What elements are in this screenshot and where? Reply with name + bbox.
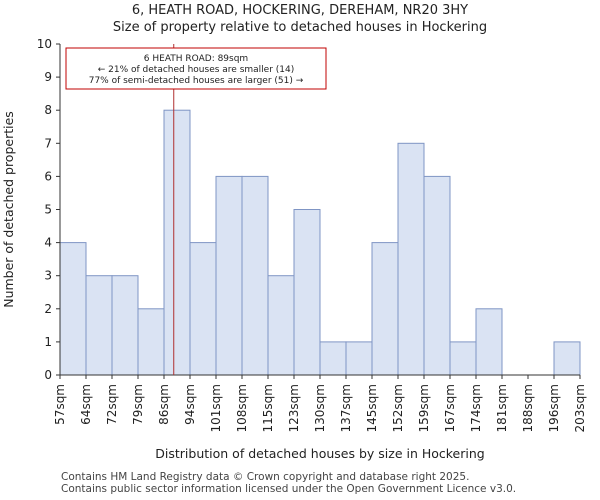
x-tick-label: 130sqm (313, 384, 327, 432)
bar-196sqm (553, 341, 581, 376)
bar-130sqm (319, 341, 347, 376)
y-tick-label: 5 (44, 203, 52, 217)
x-tick-label: 108sqm (235, 384, 249, 432)
bar-123sqm (293, 209, 321, 376)
x-tick-label: 152sqm (391, 384, 405, 432)
bars (59, 109, 581, 376)
y-tick-label: 9 (44, 70, 52, 84)
bar-108sqm (241, 175, 269, 376)
credit-line-2: Contains public sector information licen… (61, 483, 517, 495)
annotation-box: 6 HEATH ROAD: 89sqm ← 21% of detached ho… (65, 47, 327, 90)
y-tick-label: 3 (44, 269, 52, 283)
x-tick-label: 123sqm (287, 384, 301, 432)
y-tick-label: 7 (44, 136, 52, 150)
y-axis: 0 1 2 3 4 5 6 7 8 9 10 (37, 37, 61, 382)
x-axis-label: Distribution of detached houses by size … (155, 446, 484, 461)
bar-101sqm (215, 175, 243, 376)
bar-94sqm (189, 242, 217, 376)
y-tick-label: 6 (44, 169, 52, 183)
x-tick-label: 167sqm (443, 384, 457, 432)
bar-57sqm (59, 242, 87, 376)
x-tick-label: 64sqm (79, 384, 93, 425)
bar-79sqm (137, 308, 165, 376)
x-tick-label: 115sqm (261, 384, 275, 432)
x-tick-label: 86sqm (157, 384, 171, 425)
x-tick-label: 203sqm (573, 384, 587, 432)
x-tick-label: 174sqm (469, 384, 483, 432)
y-tick-label: 8 (44, 103, 52, 117)
bar-174sqm (475, 308, 503, 376)
y-tick-label: 2 (44, 302, 52, 316)
x-tick-label: 137sqm (339, 384, 353, 432)
x-tick-label: 145sqm (365, 384, 379, 432)
y-tick-label: 0 (44, 368, 52, 382)
x-tick-label: 181sqm (495, 384, 509, 432)
x-tick-label: 101sqm (209, 384, 223, 432)
x-tick-label: 159sqm (417, 384, 431, 432)
bar-145sqm (371, 242, 399, 376)
bar-72sqm (111, 275, 139, 376)
y-axis-label: Number of detached properties (1, 111, 16, 308)
x-axis: 57sqm 64sqm 72sqm 79sqm 86sqm 94sqm 101sqm 108s… (53, 374, 587, 432)
x-tick-label: 188sqm (521, 384, 535, 432)
x-tick-label: 57sqm (53, 384, 67, 425)
bar-chart: 0 1 2 3 4 5 6 7 8 9 10 57sqm 64sqm 72sqm 79sqm 86sqm 94… (1, 37, 587, 461)
x-tick-label: 196sqm (547, 384, 561, 432)
chart-subtitle: Size of property relative to detached ho… (112, 20, 488, 35)
credit-line-1: Contains HM Land Registry data © Crown c… (61, 471, 470, 483)
x-tick-label: 72sqm (105, 384, 119, 425)
annotation-border (65, 47, 327, 90)
bar-86sqm (163, 109, 191, 376)
bar-115sqm (267, 275, 295, 376)
bar-167sqm (449, 341, 477, 376)
bar-152sqm (397, 142, 425, 376)
annotation-line-1: 6 HEATH ROAD: 89sqm (144, 54, 248, 64)
y-tick-label: 4 (44, 236, 52, 250)
bar-159sqm (423, 175, 451, 376)
annotation-line-3: 77% of semi-detached houses are larger (… (89, 76, 304, 86)
bar-137sqm (345, 341, 373, 376)
annotation-line-2: ← 21% of detached houses are smaller (14… (98, 65, 295, 75)
x-tick-label: 79sqm (131, 384, 145, 425)
bar-64sqm (85, 275, 113, 376)
x-tick-label: 94sqm (183, 384, 197, 425)
y-tick-label: 1 (44, 335, 52, 349)
chart-title: 6, HEATH ROAD, HOCKERING, DEREHAM, NR20 … (131, 3, 469, 18)
y-tick-label: 10 (37, 37, 52, 51)
